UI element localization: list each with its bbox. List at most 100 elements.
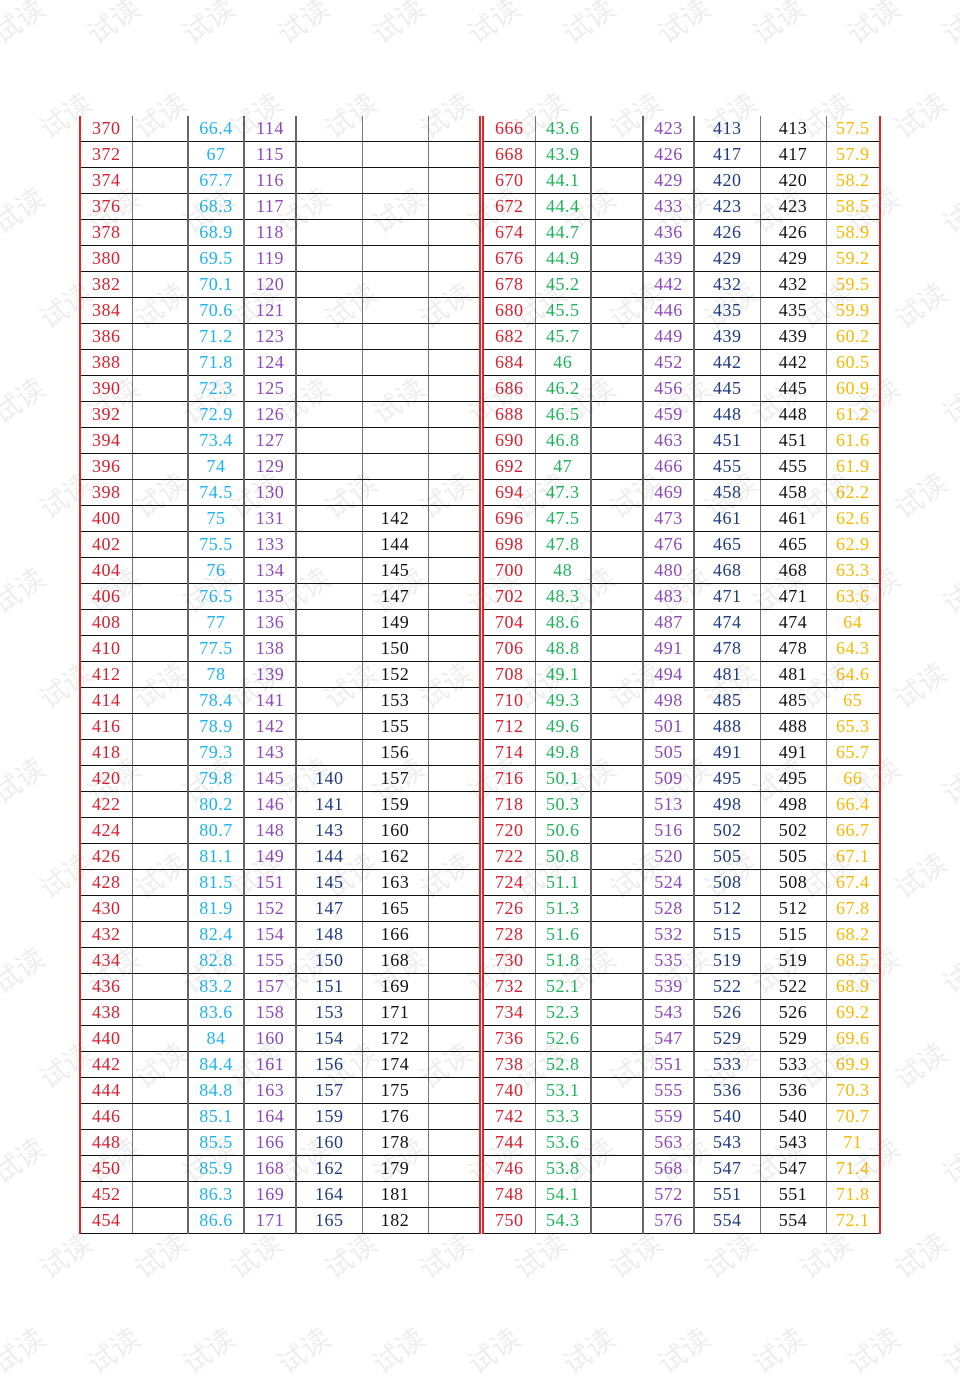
table-cell: 64 [826,609,880,636]
table-cell: 485 [694,687,761,714]
table-cell: 718 [483,791,536,818]
table-cell: 444 [80,1077,133,1104]
table-cell: 468 [760,557,827,584]
table-cell: 429 [694,245,761,272]
table-row: 706 48.8 491 478 478 64.3 [483,635,880,662]
watermark: 试读 [0,371,52,431]
table-cell: 748 [483,1181,536,1208]
table-cell: 159 [296,1103,363,1130]
table-cell [296,375,363,402]
table-cell: 70.7 [826,1103,880,1130]
watermark: 试读 [176,0,242,51]
table-cell [132,1051,189,1078]
table-cell: 57.5 [826,116,880,142]
table-cell: 426 [643,141,695,168]
table-cell: 71.8 [188,349,245,376]
table-cell: 148 [244,817,297,844]
table-cell: 698 [483,531,536,558]
table-cell [296,453,363,480]
table-cell: 162 [296,1155,363,1182]
table-cell: 79.3 [188,739,245,766]
table-cell [428,1025,480,1052]
table-cell: 666 [483,116,536,142]
table-cell [428,193,480,220]
table-row: 404 76 134 145 [80,557,480,584]
table-cell [591,713,644,740]
table-cell [132,687,189,714]
table-cell: 50.6 [535,817,592,844]
table-cell: 66 [826,765,880,792]
table-cell: 559 [643,1103,695,1130]
watermark: 试读 [461,0,527,51]
table-row: 744 53.6 563 543 543 71 [483,1129,880,1156]
table-cell: 153 [362,687,429,714]
table-cell: 471 [694,583,761,610]
table-cell: 149 [244,843,297,870]
table-row: 694 47.3 469 458 458 62.2 [483,479,880,506]
table-cell: 532 [643,921,695,948]
table-cell: 412 [80,661,133,688]
table-cell: 115 [244,141,297,168]
table-cell: 150 [296,947,363,974]
table-cell: 141 [296,791,363,818]
table-cell: 165 [362,895,429,922]
watermark: 试读 [0,1321,52,1381]
table-cell: 169 [244,1181,297,1208]
table-cell: 442 [694,349,761,376]
table-cell: 71.8 [826,1181,880,1208]
table-cell: 488 [760,713,827,740]
table-cell: 436 [643,219,695,246]
table-cell: 61.6 [826,427,880,454]
table-cell [362,349,429,376]
table-cell: 439 [760,323,827,350]
table-cell: 505 [760,843,827,870]
table-cell: 422 [80,791,133,818]
table-cell [296,297,363,324]
table-cell: 716 [483,765,536,792]
table-row: 394 73.4 127 [80,427,480,454]
table-cell: 710 [483,687,536,714]
table-cell [428,739,480,766]
table-cell: 72.3 [188,375,245,402]
table-cell: 429 [760,245,827,272]
table-cell: 555 [643,1077,695,1104]
table-cell: 62.2 [826,479,880,506]
table-cell [591,895,644,922]
table-cell: 374 [80,167,133,194]
table-row: 746 53.8 568 547 547 71.4 [483,1155,880,1182]
table-cell [362,219,429,246]
table-cell: 67.8 [826,895,880,922]
table-cell: 151 [244,869,297,896]
table-cell [132,427,189,454]
table-cell: 535 [643,947,695,974]
table-cell: 684 [483,349,536,376]
table-cell: 49.6 [535,713,592,740]
table-cell: 84.8 [188,1077,245,1104]
table-row: 372 67 115 [80,141,480,168]
table-row: 388 71.8 124 [80,349,480,376]
table-cell: 68.3 [188,193,245,220]
table-cell: 64.3 [826,635,880,662]
table-cell [132,921,189,948]
table-row: 676 44.9 439 429 429 59.2 [483,245,880,272]
table-cell: 406 [80,583,133,610]
table-cell: 161 [244,1051,297,1078]
table-cell: 471 [760,583,827,610]
table-cell [132,713,189,740]
table-row: 690 46.8 463 451 451 61.6 [483,427,880,454]
table-row: 436 83.2 157 151 169 [80,973,480,1000]
table-cell: 71.2 [188,323,245,350]
table-cell: 142 [244,713,297,740]
table-row: 678 45.2 442 432 432 59.5 [483,271,880,298]
table-cell: 487 [643,609,695,636]
table-cell [428,401,480,428]
table-row: 666 43.6 423 413 413 57.5 [483,116,880,142]
watermark: 试读 [888,1036,954,1096]
watermark: 试读 [888,1226,954,1286]
table-cell: 540 [694,1103,761,1130]
table-cell: 495 [694,765,761,792]
table-cell [591,271,644,298]
table-cell [132,1181,189,1208]
table-cell: 149 [362,609,429,636]
table-cell: 73.4 [188,427,245,454]
